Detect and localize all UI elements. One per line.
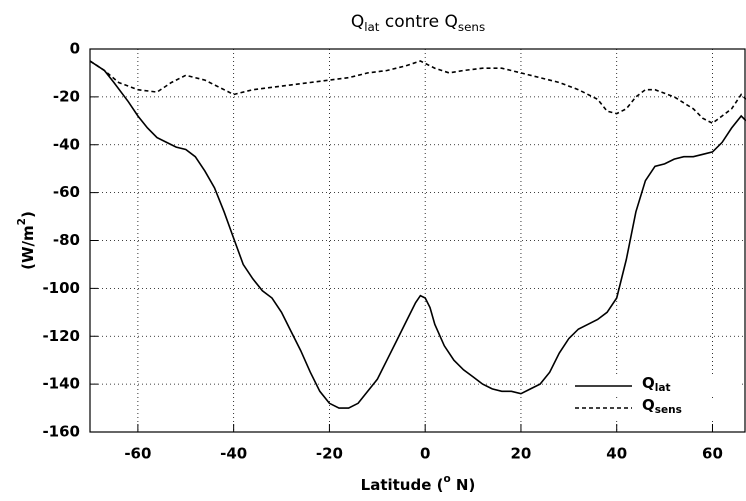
x-tick-label: 0 (420, 445, 430, 463)
y-axis-label-part: ) (19, 211, 37, 218)
x-tick-label: 20 (511, 445, 532, 463)
plot-frame (89, 48, 746, 433)
x-tick-label: -60 (124, 445, 151, 463)
y-tick-label: -60 (53, 183, 80, 201)
y-axis-label-part: 2 (16, 218, 28, 225)
y-tick-label: -100 (42, 279, 80, 297)
chart-title: Qlat contre Qsens (351, 12, 485, 34)
y-tick-label: -40 (53, 135, 80, 153)
series-line (90, 60, 746, 409)
y-tick-label: -140 (42, 375, 80, 393)
series-line (90, 60, 746, 125)
x-axis-label-part: Latitude ( (361, 476, 444, 494)
y-tick-label: -20 (53, 87, 80, 105)
x-tick-label: 60 (702, 445, 723, 463)
chart-title-part: lat (364, 20, 380, 34)
y-tick-label: 0 (70, 40, 80, 58)
x-axis-label-part: N) (451, 476, 476, 494)
chart-title-part: Q (351, 12, 364, 32)
legend-label: Qlat (642, 374, 670, 395)
legend-label: Qsens (642, 396, 682, 417)
x-axis-label: Latitude (o N) (361, 473, 476, 494)
x-tick-label: -40 (220, 445, 247, 463)
chart-title-part: contre Q (379, 12, 457, 32)
chart-title-part: sens (458, 20, 485, 34)
x-tick-label: -20 (316, 445, 343, 463)
x-axis-label-part: o (443, 473, 450, 485)
y-tick-label: -80 (53, 231, 80, 249)
legend-label-part: Q (642, 374, 655, 392)
legend-label-part: Q (642, 396, 655, 414)
y-axis-label-part: (W/m (19, 225, 37, 270)
legend-label-part: lat (655, 382, 671, 394)
y-tick-label: -160 (42, 423, 80, 441)
legend-bg (570, 398, 740, 419)
legend-bg (570, 376, 740, 397)
y-axis-label: (W/m2) (16, 211, 37, 270)
x-tick-label: 40 (606, 445, 627, 463)
legend-label-part: sens (655, 404, 682, 416)
y-tick-label: -120 (42, 327, 80, 345)
